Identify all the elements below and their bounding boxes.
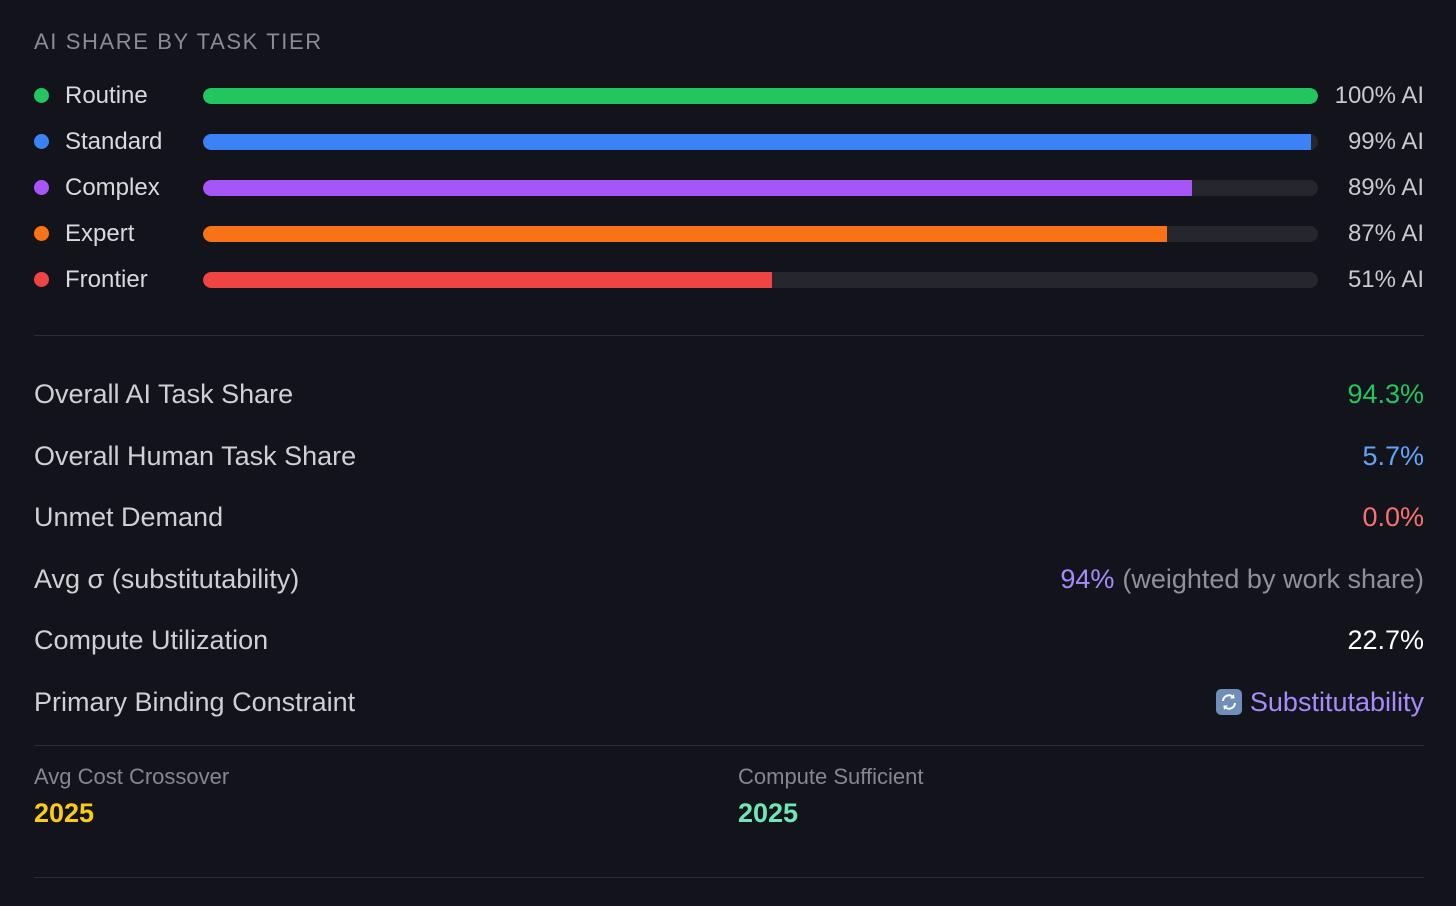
footer-label: Compute Sufficient xyxy=(738,764,924,789)
tier-percentage: 100% AI xyxy=(1334,82,1424,109)
tier-row-routine: Routine 100% AI xyxy=(34,73,1424,119)
tier-row-complex: Complex 89% AI xyxy=(34,165,1424,211)
footer-value: 2025 xyxy=(738,798,799,828)
metric-overall-human-share: Overall Human Task Share 5.7% xyxy=(34,426,1424,488)
tier-bar-fill xyxy=(203,180,1192,196)
tier-row-standard: Standard 99% AI xyxy=(34,119,1424,165)
metric-value: 22.7% xyxy=(1347,625,1424,656)
tier-list: Routine 100% AI Standard 99% AI Complex … xyxy=(34,73,1424,303)
metric-label: Unmet Demand xyxy=(34,502,224,533)
metric-overall-ai-share: Overall AI Task Share 94.3% xyxy=(34,364,1424,426)
metric-label: Primary Binding Constraint xyxy=(34,686,356,717)
footer-value: 2025 xyxy=(34,798,95,828)
metric-list: Overall AI Task Share 94.3% Overall Huma… xyxy=(34,364,1424,734)
tier-bar-fill xyxy=(203,88,1318,104)
metric-value: Substitutability xyxy=(1249,686,1424,717)
tier-bar-fill xyxy=(203,272,772,288)
refresh-icon xyxy=(1215,688,1242,715)
metric-compute-utilization: Compute Utilization 22.7% xyxy=(34,610,1424,672)
tier-percentage: 51% AI xyxy=(1347,266,1424,293)
tier-dot-icon xyxy=(34,272,49,287)
section-title: AI SHARE BY TASK TIER xyxy=(34,29,323,54)
tier-row-frontier: Frontier 51% AI xyxy=(34,257,1424,303)
tier-dot-icon xyxy=(34,134,49,149)
metric-label: Overall AI Task Share xyxy=(34,379,294,409)
metric-value: 5.7% xyxy=(1362,440,1424,471)
metric-binding-constraint: Primary Binding Constraint Substitutabil… xyxy=(34,672,1424,734)
tier-dot-icon xyxy=(34,180,49,195)
tier-dot-icon xyxy=(34,88,49,103)
tier-label: Routine xyxy=(65,82,148,109)
metric-label: Overall Human Task Share xyxy=(34,440,357,471)
tier-bar-fill xyxy=(203,134,1312,150)
divider xyxy=(34,335,1424,336)
tier-label: Frontier xyxy=(65,266,148,293)
tier-bar-track xyxy=(203,88,1318,104)
metric-value-group: Substitutability xyxy=(1215,686,1424,718)
metric-label: Avg σ (substitutability) xyxy=(34,563,300,594)
metric-avg-sigma: Avg σ (substitutability) 94% (weighted by… xyxy=(34,549,1424,611)
divider xyxy=(34,877,1424,878)
tier-bar-track xyxy=(203,134,1318,150)
tier-label: Expert xyxy=(65,220,135,247)
tier-percentage: 99% AI xyxy=(1347,128,1424,155)
divider xyxy=(34,745,1424,746)
tier-percentage: 89% AI xyxy=(1347,174,1424,201)
footer-label: Avg Cost Crossover xyxy=(34,764,230,789)
tier-label: Complex xyxy=(65,174,160,201)
metric-value: 94.3% xyxy=(1347,379,1424,409)
tier-bar-track xyxy=(203,226,1318,242)
metric-value: 0.0% xyxy=(1362,502,1424,533)
footer-compute-sufficient: Compute Sufficient 2025 xyxy=(738,763,923,829)
tier-bar-track xyxy=(203,180,1318,196)
metric-label: Compute Utilization xyxy=(34,625,269,656)
metric-value-group: 94% (weighted by work share) xyxy=(1060,563,1424,595)
footer-cost-crossover: Avg Cost Crossover 2025 xyxy=(34,763,229,829)
metric-unmet-demand: Unmet Demand 0.0% xyxy=(34,487,1424,549)
tier-percentage: 87% AI xyxy=(1347,220,1424,247)
tier-bar-track xyxy=(203,272,1318,288)
metric-note: (weighted by work share) xyxy=(1122,563,1424,594)
tier-bar-fill xyxy=(203,226,1168,242)
tier-dot-icon xyxy=(34,226,49,241)
metric-value: 94% xyxy=(1060,563,1115,594)
tier-label: Standard xyxy=(65,128,163,155)
tier-row-expert: Expert 87% AI xyxy=(34,211,1424,257)
